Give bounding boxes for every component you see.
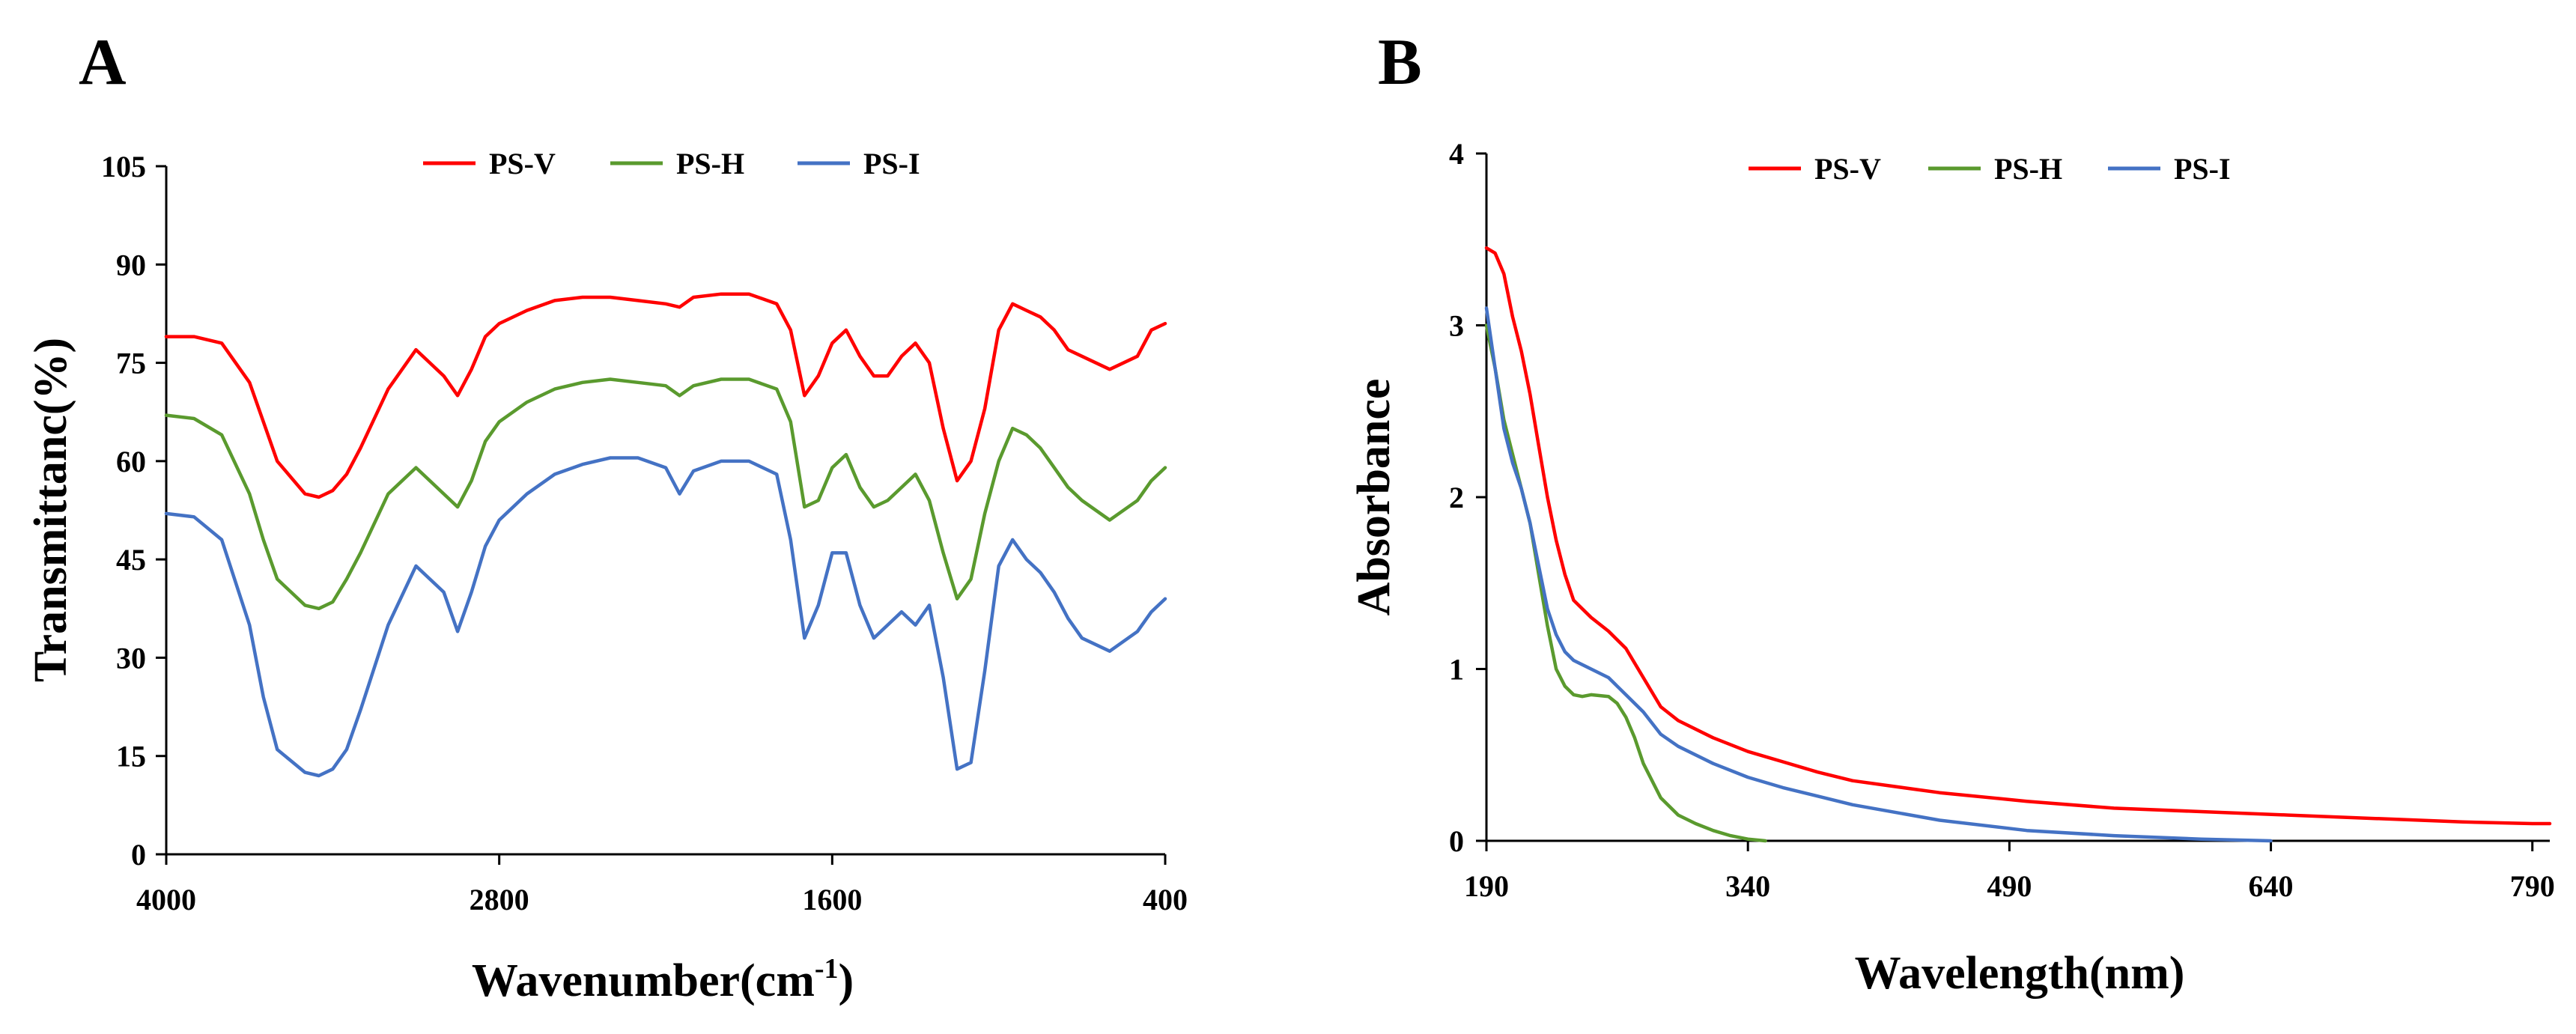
y-tick-label: 0 bbox=[131, 838, 146, 872]
series-line-ps-i bbox=[164, 456, 1167, 778]
panel-b-y-axis-title: Absorbance bbox=[1349, 379, 1400, 616]
legend-label-ps-h: PS-H bbox=[676, 147, 744, 180]
panel-a-legend: PS-V PS-H PS-I bbox=[423, 147, 920, 180]
series-line-ps-h bbox=[164, 377, 1167, 611]
legend-label-ps-i: PS-I bbox=[863, 147, 920, 180]
y-tick-label: 30 bbox=[116, 641, 146, 675]
legend-label-ps-v: PS-V bbox=[1814, 152, 1881, 186]
panel-b-chart: B 0 1 2 3 4 190 340 490 640 790 PS-V PS-H PS-I Wav… bbox=[1349, 26, 2555, 999]
panel-a-y-axis-title: Transmittanc(%) bbox=[25, 338, 76, 682]
panel-b-legend: PS-V PS-H PS-I bbox=[1749, 152, 2231, 186]
panel-b-y-ticks: 0 1 2 3 4 bbox=[1449, 137, 1486, 858]
x-tick-label: 190 bbox=[1464, 869, 1509, 903]
panel-a-series bbox=[164, 292, 1167, 778]
x-tick-label: 790 bbox=[2510, 869, 2555, 903]
x-tick-label: 2800 bbox=[470, 883, 529, 916]
legend-label-ps-v: PS-V bbox=[489, 147, 556, 180]
legend-label-ps-h: PS-H bbox=[1994, 152, 2062, 186]
y-tick-label: 60 bbox=[116, 445, 146, 478]
y-tick-label: 15 bbox=[116, 740, 146, 773]
y-tick-label: 2 bbox=[1449, 481, 1464, 514]
y-tick-label: 90 bbox=[116, 248, 146, 282]
x-tick-label: 400 bbox=[1143, 883, 1188, 916]
x-tick-label: 4000 bbox=[136, 883, 196, 916]
x-tick-label: 640 bbox=[2249, 869, 2294, 903]
panel-a-x-axis-title: Wavenumber(cm-1) bbox=[472, 953, 854, 1006]
y-tick-label: 4 bbox=[1449, 137, 1464, 171]
panel-a-x-ticks: 4000 2800 1600 400 bbox=[136, 854, 1188, 916]
y-tick-label: 75 bbox=[116, 347, 146, 380]
y-tick-label: 0 bbox=[1449, 824, 1464, 858]
y-tick-label: 45 bbox=[116, 543, 146, 577]
x-tick-label: 1600 bbox=[802, 883, 862, 916]
y-tick-label: 1 bbox=[1449, 653, 1464, 687]
panel-b-letter: B bbox=[1378, 26, 1422, 99]
series-line-ps-v bbox=[164, 292, 1167, 499]
panel-a-x-axis-title-sup: -1 bbox=[815, 953, 839, 985]
panel-b-series bbox=[1484, 246, 2552, 843]
panel-b-x-axis-title: Wavelength(nm) bbox=[1855, 948, 2185, 999]
y-tick-label: 105 bbox=[101, 150, 146, 183]
series-line-ps-i bbox=[1484, 306, 2273, 843]
x-tick-label: 490 bbox=[1987, 869, 2032, 903]
panel-a-letter: A bbox=[79, 26, 127, 99]
series-line-ps-h bbox=[1484, 323, 1767, 843]
x-tick-label: 340 bbox=[1725, 869, 1770, 903]
y-tick-label: 3 bbox=[1449, 309, 1464, 343]
legend-label-ps-i: PS-I bbox=[2174, 152, 2231, 186]
panel-b-x-ticks: 190 340 490 640 790 bbox=[1464, 841, 2555, 903]
series-line-ps-v bbox=[1484, 246, 2552, 826]
panel-a-y-ticks: 0 15 30 45 60 75 90 105 bbox=[101, 150, 166, 872]
